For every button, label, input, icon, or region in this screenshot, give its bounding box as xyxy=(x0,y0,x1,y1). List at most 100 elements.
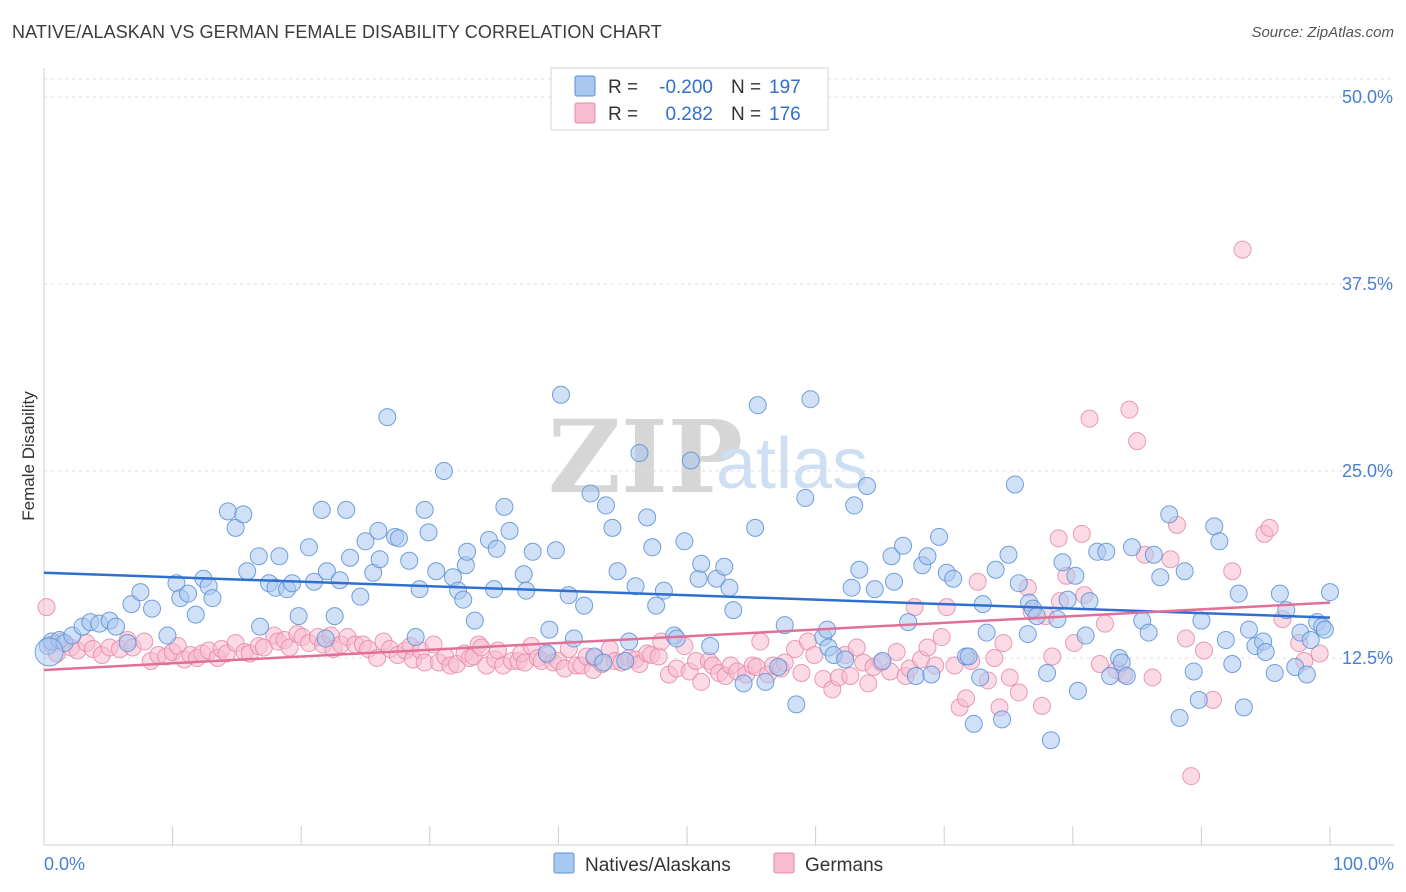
point-natives xyxy=(894,536,913,555)
point-natives xyxy=(419,523,438,542)
legend-n-label-natives: N = xyxy=(731,77,761,98)
point-natives xyxy=(1315,620,1334,639)
point-germans xyxy=(1049,529,1068,548)
point-natives xyxy=(858,476,877,495)
point-natives xyxy=(514,565,533,584)
point-natives xyxy=(415,500,434,519)
point-germans xyxy=(887,643,906,662)
point-natives xyxy=(234,505,253,524)
point-natives xyxy=(316,629,335,648)
point-natives xyxy=(1048,610,1067,629)
point-natives xyxy=(251,617,270,636)
point-natives xyxy=(107,617,126,636)
point-natives xyxy=(299,538,318,557)
point-natives xyxy=(410,580,429,599)
legend-n-value-germans: 176 xyxy=(769,104,801,125)
point-germans xyxy=(957,689,976,708)
point-germans xyxy=(751,632,770,651)
point-natives xyxy=(865,580,884,599)
point-natives xyxy=(1321,583,1339,602)
point-natives xyxy=(756,672,775,691)
point-natives xyxy=(226,518,245,537)
point-germans xyxy=(1090,654,1109,673)
point-natives xyxy=(369,521,388,540)
point-natives xyxy=(1041,731,1060,750)
point-natives xyxy=(667,629,686,648)
legend-series: Natives/Alaskans Germans xyxy=(553,852,883,876)
point-natives xyxy=(959,647,978,666)
point-natives xyxy=(341,548,360,567)
point-natives xyxy=(1005,475,1024,494)
point-natives xyxy=(1097,542,1116,561)
point-natives xyxy=(317,562,336,581)
point-germans xyxy=(1120,400,1139,419)
point-natives xyxy=(238,562,257,581)
point-natives xyxy=(638,508,657,527)
point-natives xyxy=(1066,566,1085,585)
point-natives xyxy=(400,551,419,570)
point-natives xyxy=(986,560,1005,579)
point-germans xyxy=(1194,641,1213,660)
point-natives xyxy=(1038,663,1057,682)
point-germans xyxy=(37,598,56,617)
point-natives xyxy=(389,529,408,548)
legend-r-value-natives: -0.200 xyxy=(659,77,713,98)
point-natives xyxy=(1117,666,1136,685)
point-natives xyxy=(845,496,864,515)
point-natives xyxy=(999,545,1018,564)
point-natives xyxy=(1265,663,1284,682)
point-natives xyxy=(575,596,594,615)
point-germans xyxy=(805,646,824,665)
point-natives xyxy=(500,521,519,540)
chart-title: NATIVE/ALASKAN VS GERMAN FEMALE DISABILI… xyxy=(12,22,662,42)
point-natives xyxy=(1068,681,1087,700)
y-tick-label: 50.0% xyxy=(1342,87,1393,107)
point-natives-cluster xyxy=(34,637,64,667)
trend-line-germans xyxy=(43,601,1331,672)
point-natives xyxy=(289,607,308,626)
point-natives xyxy=(1058,590,1077,609)
point-natives xyxy=(351,587,370,606)
point-natives xyxy=(523,542,542,561)
point-natives xyxy=(1256,643,1275,662)
point-germans xyxy=(1182,767,1201,786)
point-natives xyxy=(842,578,861,597)
point-germans xyxy=(1009,683,1028,702)
point-natives xyxy=(270,547,289,566)
point-natives xyxy=(594,653,613,672)
point-natives xyxy=(312,500,331,519)
point-natives xyxy=(1101,666,1120,685)
source-label: Source: ZipAtlas.com xyxy=(1251,24,1394,41)
point-natives xyxy=(922,665,941,684)
point-germans xyxy=(932,628,951,647)
point-natives xyxy=(899,613,918,632)
point-natives xyxy=(1009,574,1028,593)
point-natives xyxy=(1216,631,1235,650)
point-natives xyxy=(689,569,708,588)
legend-bottom-label-germans: Germans xyxy=(805,855,883,876)
point-natives xyxy=(1076,626,1095,645)
point-germans xyxy=(841,666,860,685)
point-natives xyxy=(796,488,815,507)
point-natives xyxy=(458,542,477,561)
point-natives xyxy=(465,611,484,630)
point-natives xyxy=(337,500,356,519)
trend-line-natives xyxy=(43,571,1331,619)
legend-bottom-label-natives: Natives/Alaskans xyxy=(585,855,731,876)
point-germans xyxy=(1176,629,1195,648)
point-natives xyxy=(850,560,869,579)
point-germans xyxy=(905,598,924,617)
point-germans xyxy=(135,632,154,651)
point-germans xyxy=(918,638,937,657)
point-germans xyxy=(847,638,866,657)
point-natives xyxy=(918,547,937,566)
point-natives xyxy=(249,547,268,566)
y-tick-label: 25.0% xyxy=(1342,461,1393,481)
point-natives xyxy=(787,695,806,714)
point-natives xyxy=(131,583,150,602)
point-natives xyxy=(596,496,615,515)
point-natives xyxy=(1080,592,1099,611)
legend-n-value-natives: 197 xyxy=(769,77,801,98)
point-natives xyxy=(769,657,788,676)
point-natives xyxy=(158,626,177,645)
